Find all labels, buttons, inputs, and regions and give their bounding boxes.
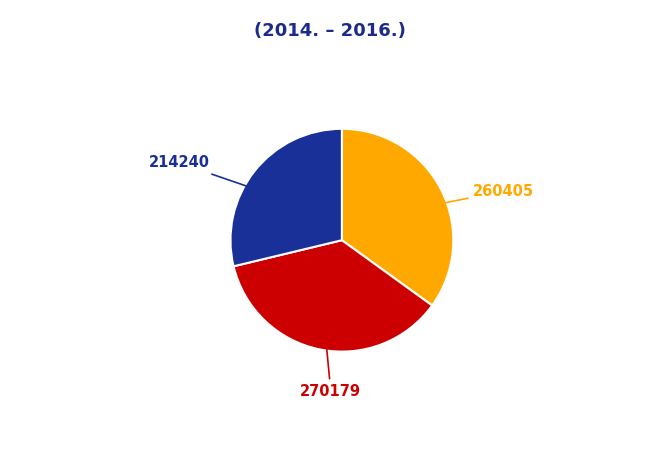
Text: 260405: 260405: [399, 184, 535, 212]
Text: 270179: 270179: [300, 330, 361, 399]
Wedge shape: [342, 129, 453, 306]
Wedge shape: [234, 240, 432, 352]
Wedge shape: [230, 129, 342, 266]
Legend: 2016., 2015., 2014.: 2016., 2015., 2014.: [196, 467, 464, 471]
Title: (2014. – 2016.): (2014. – 2016.): [254, 22, 406, 40]
Text: 214240: 214240: [148, 155, 291, 202]
